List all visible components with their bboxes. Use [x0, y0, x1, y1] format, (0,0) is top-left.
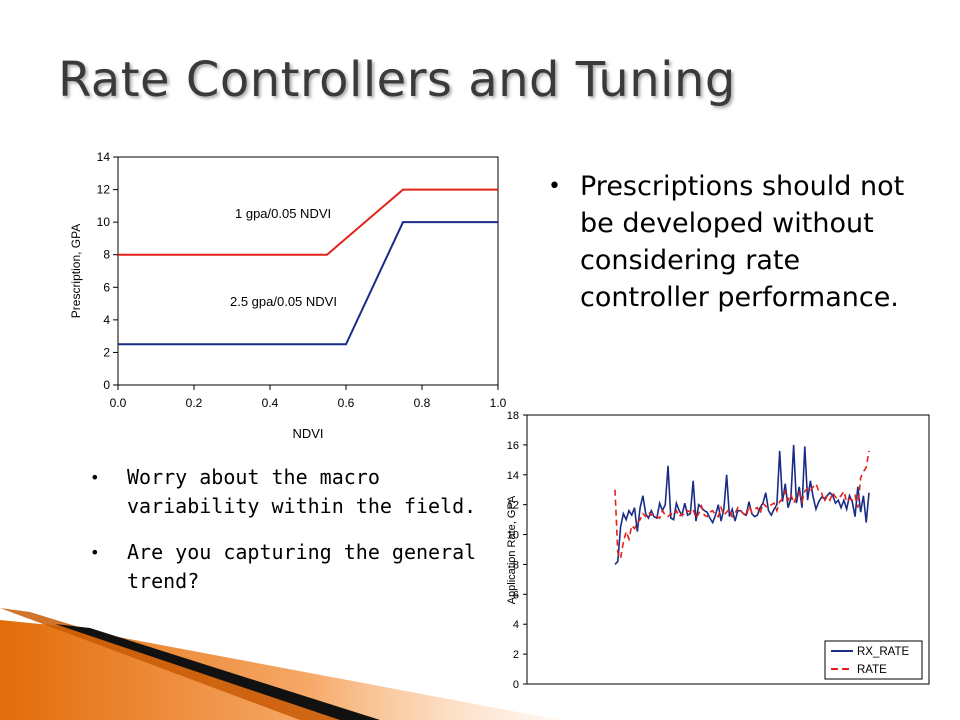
chart2-y-axis-label: Application Rate, GPA: [506, 495, 518, 604]
bullet-macro-variability: Worry about the macro variability within…: [90, 463, 490, 521]
bullet-general-trend: Are you capturing the general trend?: [90, 538, 490, 596]
chart2-y-tick-label: 12: [507, 500, 519, 512]
right-bullet-list: Prescriptions should not be developed wi…: [548, 168, 928, 316]
chart2-y-tick-label: 4: [513, 619, 519, 631]
chart2-y-tick-label: 18: [507, 410, 519, 422]
chart2-y-tick-label: 2: [513, 649, 519, 661]
chart1-x-axis-label: NDVI: [292, 426, 323, 441]
chart1-y-tick-label: 2: [103, 345, 110, 359]
application-rate-chart: 0 2 4 6 8 10 12 14 16 18 Application Rate, GPA RX…: [506, 410, 930, 691]
chart1-series-line-2: [118, 221, 498, 346]
left-bullet-list: Worry about the macro variability within…: [90, 463, 490, 613]
prescription-ndvi-chart: 0 2 4 6 8 10 12 14 0.0 0.2 0.4 0.6 0.8 1.0 1 gpa/0.05…: [69, 150, 507, 441]
chart2-series-line-rate: [614, 450, 870, 562]
chart1-y-tick-label: 6: [103, 280, 110, 294]
chart1-annotation-top: 1 gpa/0.05 NDVI: [235, 206, 331, 221]
chart1-annotation-bottom: 2.5 gpa/0.05 NDVI: [230, 294, 337, 309]
legend-rate-label: RATE: [857, 664, 887, 676]
bullet-prescriptions: Prescriptions should not be developed wi…: [548, 168, 928, 316]
chart2-y-tick-label: 6: [513, 589, 519, 601]
chart1-series-line-1: [118, 188, 498, 256]
chart2-y-tick-label: 0: [513, 679, 519, 691]
slide-title: Rate Controllers and Tuning: [58, 52, 736, 108]
chart1-y-tick-label: 12: [97, 183, 111, 197]
chart1-y-tick-label: 0: [103, 378, 110, 392]
chart1-y-axis-label: Prescription, GPA: [69, 224, 83, 318]
chart2-legend: RX_RATE RATE: [824, 640, 923, 680]
chart1-y-tick-label: 10: [97, 215, 111, 229]
chart1-x-tick-label: 0.4: [262, 396, 279, 410]
chart1-y-tick-label: 14: [97, 150, 111, 164]
chart1-x-tick-label: 1.0: [490, 396, 507, 410]
chart1-x-tick-label: 0.8: [414, 396, 431, 410]
chart1-y-tick-label: 8: [103, 248, 110, 262]
legend-rx-rate-label: RX_RATE: [857, 646, 910, 658]
chart1-x-tick-label: 0.0: [110, 396, 127, 410]
chart1-x-tick-label: 0.6: [338, 396, 355, 410]
chart2-y-tick-label: 10: [507, 530, 519, 542]
chart2-y-tick-label: 8: [513, 559, 519, 571]
chart1-x-tick-label: 0.2: [186, 396, 203, 410]
chart1-y-tick-label: 4: [103, 313, 110, 327]
chart2-plot-area: [526, 414, 930, 685]
chart2-y-tick-label: 14: [507, 470, 519, 482]
chart2-y-tick-label: 16: [507, 440, 519, 452]
chart1-plot-area: [117, 156, 499, 386]
legend-box: [824, 640, 923, 680]
